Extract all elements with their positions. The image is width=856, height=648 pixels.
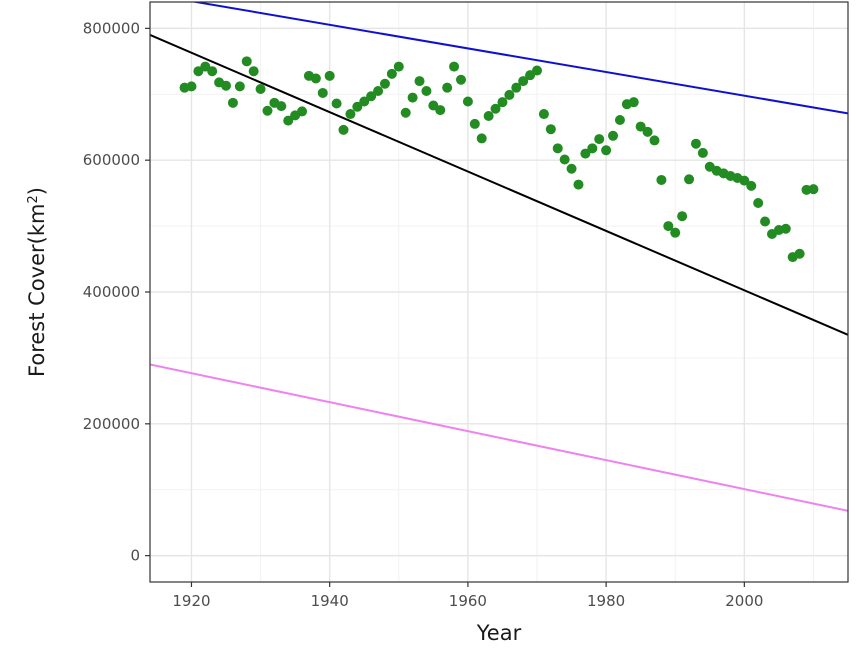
data-point xyxy=(552,143,563,154)
data-point xyxy=(207,66,218,77)
data-point xyxy=(518,76,529,87)
data-point xyxy=(532,65,543,76)
data-point xyxy=(649,135,660,146)
y-tick-label: 400000 xyxy=(83,283,140,301)
y-axis-title-text: Forest Cover(km2) xyxy=(25,187,49,377)
y-tick-label: 0 xyxy=(130,547,140,565)
x-tick-label: 1960 xyxy=(449,592,487,610)
data-point xyxy=(635,121,646,132)
data-point xyxy=(808,184,819,195)
data-point xyxy=(566,163,577,174)
grid-lines xyxy=(150,2,848,582)
data-point xyxy=(760,216,771,227)
y-tick-label: 200000 xyxy=(83,415,140,433)
data-point xyxy=(455,74,466,85)
data-point xyxy=(594,134,605,145)
data-point xyxy=(393,61,404,72)
data-point xyxy=(442,82,453,93)
data-point xyxy=(511,82,522,93)
data-point xyxy=(283,115,294,126)
data-point xyxy=(435,105,446,116)
data-point xyxy=(227,97,238,108)
data-point xyxy=(614,114,625,125)
data-point xyxy=(780,223,791,234)
x-axis-title: Year xyxy=(476,621,522,645)
data-point xyxy=(628,97,639,108)
data-point xyxy=(573,179,584,190)
data-point xyxy=(276,101,287,112)
plot-series xyxy=(150,2,848,512)
y-axis-title-exponent: 2 xyxy=(26,195,41,203)
data-point xyxy=(345,109,356,120)
data-point xyxy=(366,91,377,102)
regression-line-2 xyxy=(150,34,848,336)
data-point xyxy=(476,133,487,144)
y-tick-label: 600000 xyxy=(83,151,140,169)
y-axis-title-unit: km xyxy=(25,204,49,237)
data-point xyxy=(469,118,480,129)
y-axis-title-main: Forest Cover xyxy=(25,244,49,377)
data-point xyxy=(684,174,695,185)
data-point xyxy=(794,248,805,259)
data-point xyxy=(248,66,259,77)
y-axis-title-open-paren: ( xyxy=(25,236,49,244)
data-point xyxy=(753,198,764,209)
data-point xyxy=(221,80,232,91)
data-point xyxy=(255,84,266,94)
axis-ticks: 1920 1940 1960 1980 2000 0 200000 400000 600000 8… xyxy=(83,19,764,610)
x-tick-label: 2000 xyxy=(725,592,763,610)
data-point xyxy=(545,124,556,135)
data-point xyxy=(386,68,397,79)
data-point xyxy=(670,227,681,238)
data-point xyxy=(677,211,688,222)
data-point xyxy=(497,97,508,108)
data-point xyxy=(421,85,432,96)
data-point xyxy=(359,96,370,107)
x-tick-label: 1920 xyxy=(172,592,210,610)
data-point xyxy=(414,76,425,87)
data-point xyxy=(400,107,411,118)
data-point xyxy=(241,56,252,67)
data-point xyxy=(352,101,363,112)
data-point xyxy=(407,92,418,103)
data-point xyxy=(379,78,390,89)
data-point xyxy=(642,126,653,137)
data-point xyxy=(310,73,321,84)
data-point xyxy=(373,85,384,96)
data-point xyxy=(234,81,245,92)
data-point xyxy=(587,143,598,154)
y-axis-title-close-paren: ) xyxy=(25,187,49,195)
data-point xyxy=(746,180,757,191)
regression-line-1 xyxy=(190,2,848,115)
data-point xyxy=(317,87,328,98)
data-point xyxy=(538,109,549,120)
data-point xyxy=(739,175,750,186)
data-point xyxy=(601,145,612,156)
data-point xyxy=(690,138,701,149)
data-point xyxy=(338,124,349,135)
data-point xyxy=(483,111,494,122)
regression-line-3 xyxy=(150,363,848,512)
x-tick-label: 1940 xyxy=(311,592,349,610)
data-point xyxy=(186,81,197,92)
data-point xyxy=(663,221,674,232)
x-tick-label: 1980 xyxy=(587,592,625,610)
data-point xyxy=(490,103,501,114)
data-point xyxy=(656,174,667,185)
y-axis-title: Forest Cover(km2) xyxy=(25,187,49,377)
data-point xyxy=(262,105,273,116)
data-point xyxy=(297,106,308,117)
data-point xyxy=(462,96,473,107)
data-point xyxy=(449,61,460,72)
y-tick-label: 800000 xyxy=(83,19,140,37)
data-point xyxy=(504,89,515,100)
data-point xyxy=(559,154,570,165)
data-point xyxy=(608,130,619,141)
data-point xyxy=(331,98,342,109)
data-point xyxy=(580,148,591,159)
data-point xyxy=(697,147,708,158)
data-point xyxy=(324,70,335,81)
